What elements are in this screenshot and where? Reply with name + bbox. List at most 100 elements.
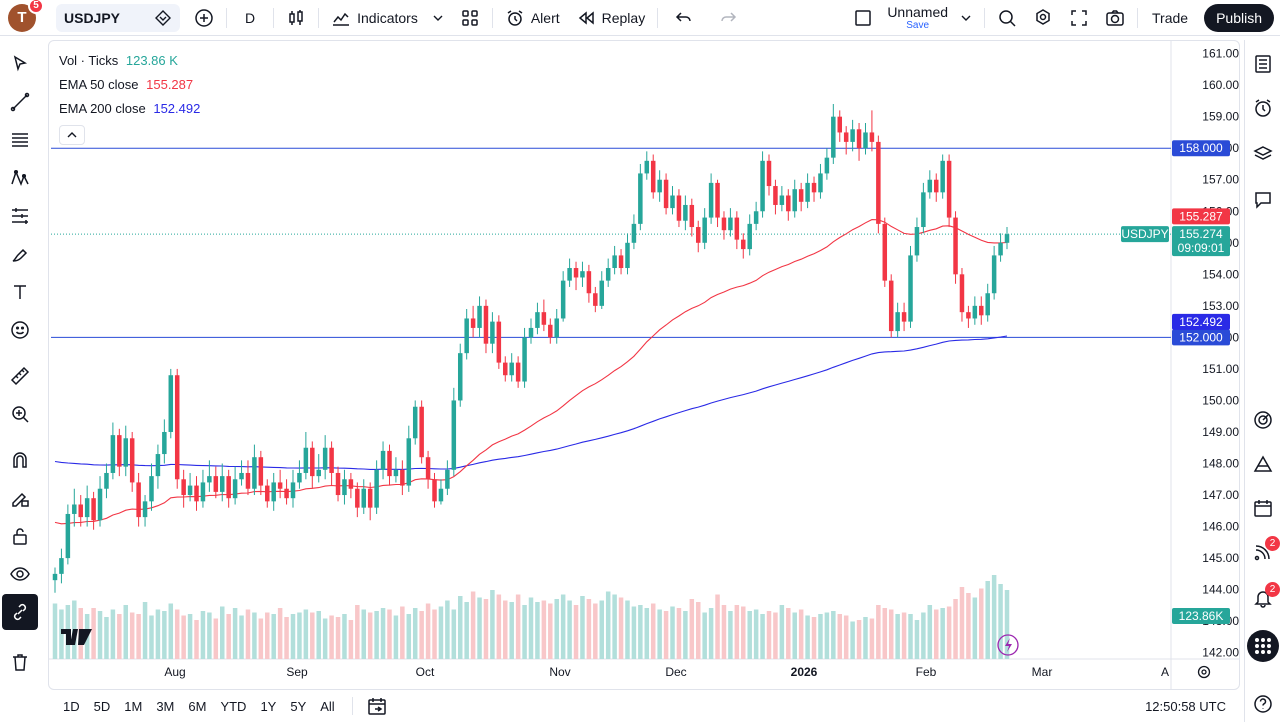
- range-6m[interactable]: 6M: [188, 698, 207, 714]
- add-to-watchlist-icon[interactable]: [154, 9, 172, 27]
- templates-button[interactable]: [452, 0, 488, 36]
- volume-legend[interactable]: Vol · Ticks 123.86 K: [59, 49, 200, 73]
- lock-drawings-tool[interactable]: [2, 518, 38, 554]
- axis-settings-icon[interactable]: [1197, 665, 1211, 679]
- stay-drawing-tool[interactable]: [2, 480, 38, 516]
- plus-circle-icon: [195, 8, 213, 27]
- redo-button[interactable]: [706, 0, 750, 36]
- more-apps-button[interactable]: [1245, 628, 1280, 664]
- range-5d[interactable]: 5D: [93, 698, 111, 714]
- range-1y[interactable]: 1Y: [260, 698, 277, 714]
- trend-line-tool[interactable]: [2, 84, 38, 120]
- candle-body: [136, 482, 141, 518]
- pattern-tool[interactable]: [2, 160, 38, 196]
- candle-body: [901, 312, 907, 322]
- candle-body: [104, 472, 109, 489]
- trend-line-icon: [10, 92, 30, 112]
- fib-tool[interactable]: [2, 122, 38, 158]
- ema50-legend[interactable]: EMA 50 close 155.287: [59, 73, 200, 97]
- quick-search-button[interactable]: [989, 0, 1025, 36]
- snapshot-button[interactable]: [1097, 0, 1133, 36]
- cursor-tool[interactable]: [2, 46, 38, 82]
- volume-bar: [515, 594, 521, 659]
- volume-bar: [760, 614, 765, 659]
- zoom-tool[interactable]: [2, 396, 38, 432]
- volume-bar: [644, 608, 650, 659]
- volume-bar: [824, 612, 830, 659]
- candle-body: [284, 488, 289, 499]
- streams-button[interactable]: 2: [1245, 534, 1280, 570]
- watchlist-button[interactable]: [1245, 46, 1280, 82]
- link-icon: [13, 603, 27, 621]
- symbol-search[interactable]: USDJPY: [56, 3, 180, 32]
- time-tick-label: Nov: [549, 665, 570, 679]
- fullscreen-button[interactable]: [1061, 0, 1097, 36]
- candle-body: [657, 179, 662, 193]
- volume-bar: [310, 612, 315, 659]
- compare-button[interactable]: [186, 0, 222, 36]
- zoom-in-icon: [12, 406, 29, 423]
- object-tree-button[interactable]: [1245, 136, 1280, 172]
- range-3m[interactable]: 3M: [156, 698, 175, 714]
- emoji-tool[interactable]: [2, 312, 38, 348]
- candle-body: [451, 400, 457, 470]
- chart-pane[interactable]: 161.000160.000159.000158.000157.000156.0…: [48, 40, 1240, 690]
- candle-body: [322, 447, 328, 470]
- chart-type-button[interactable]: [278, 0, 314, 36]
- alarm-clock-icon: [507, 9, 523, 26]
- price-tick-label: 146.000: [1202, 520, 1240, 534]
- price-chart[interactable]: 161.000160.000159.000158.000157.000156.0…: [49, 41, 1240, 690]
- alert-button[interactable]: Alert: [497, 0, 568, 36]
- trade-button[interactable]: Trade: [1142, 0, 1198, 36]
- remove-drawings-tool[interactable]: [2, 644, 38, 680]
- pattern-icon: [11, 169, 29, 187]
- range-1m[interactable]: 1M: [124, 698, 143, 714]
- alerts-clock-button[interactable]: [1245, 90, 1280, 126]
- volume-bar: [374, 611, 379, 659]
- range-5y[interactable]: 5Y: [290, 698, 307, 714]
- range-all[interactable]: All: [320, 698, 335, 714]
- price-tick-label: 150.000: [1202, 393, 1240, 407]
- ruler-tool[interactable]: [2, 358, 38, 394]
- go-to-date-icon[interactable]: [367, 696, 387, 716]
- lightning-icon[interactable]: [997, 634, 1019, 656]
- utc-clock[interactable]: 12:50:58 UTC: [1145, 698, 1226, 714]
- layout-save-status: Save: [906, 19, 930, 31]
- volume-bar: [786, 608, 791, 659]
- ideas-button[interactable]: [1245, 446, 1280, 482]
- sync-drawings-tool[interactable]: [2, 594, 38, 630]
- collapse-legend-button[interactable]: [59, 125, 85, 145]
- volume-bar: [110, 609, 116, 659]
- volume-bar: [850, 621, 855, 659]
- undo-button[interactable]: [662, 0, 706, 36]
- range-1d[interactable]: 1D: [63, 698, 80, 714]
- ema200-legend[interactable]: EMA 200 close 152.492: [59, 97, 200, 121]
- settings-button[interactable]: [1025, 0, 1061, 36]
- help-button[interactable]: [1245, 686, 1280, 722]
- indicators-button[interactable]: Indicators: [323, 0, 452, 36]
- range-ytd[interactable]: YTD: [220, 698, 247, 714]
- left-drawing-toolbar: [0, 40, 40, 722]
- time-tick-label: Dec: [665, 665, 686, 679]
- notifications-button[interactable]: 2: [1245, 580, 1280, 616]
- user-avatar[interactable]: T 5: [8, 0, 44, 32]
- chevron-down-icon[interactable]: [432, 12, 444, 24]
- layout-select[interactable]: Unnamed Save: [845, 0, 980, 36]
- volume-bar: [843, 615, 849, 659]
- hide-drawings-tool[interactable]: [2, 556, 38, 592]
- forecast-tool[interactable]: [2, 198, 38, 234]
- calendar-button[interactable]: [1245, 490, 1280, 526]
- brush-tool[interactable]: [2, 236, 38, 272]
- tradingview-logo[interactable]: [61, 629, 92, 645]
- text-tool[interactable]: [2, 274, 38, 310]
- chats-button[interactable]: [1245, 182, 1280, 218]
- replay-label: Replay: [601, 9, 646, 26]
- technicals-button[interactable]: [1245, 402, 1280, 438]
- price-tick-label: 161.000: [1202, 47, 1240, 61]
- magnet-tool[interactable]: [2, 442, 38, 478]
- chevron-down-icon[interactable]: [960, 12, 972, 24]
- indicators-label: Indicators: [357, 9, 418, 26]
- publish-button[interactable]: Publish: [1204, 3, 1274, 32]
- replay-button[interactable]: Replay: [568, 0, 654, 36]
- interval-button[interactable]: D: [231, 0, 269, 36]
